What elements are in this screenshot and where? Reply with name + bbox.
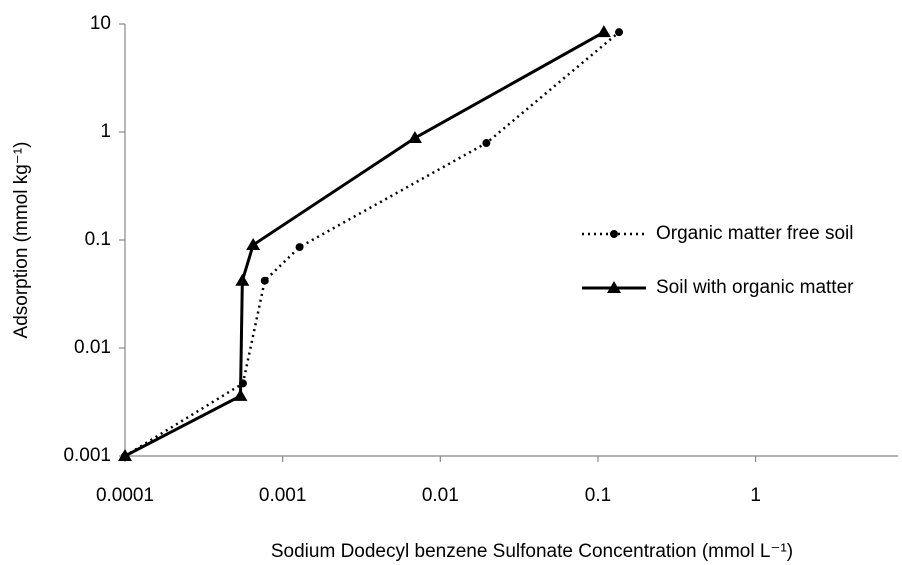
marker: [610, 230, 618, 238]
y-tick-label: 0.1: [85, 229, 111, 250]
marker: [246, 237, 261, 250]
y-tick-label: 1: [100, 121, 111, 142]
x-axis-label: Sodium Dodecyl benzene Sulfonate Concent…: [271, 541, 793, 562]
x-tick-label: 0.1: [585, 485, 611, 506]
legend-label: Soil with organic matter: [656, 277, 854, 298]
y-axis-label: Adsorption (mmol kg⁻¹): [11, 142, 32, 339]
marker: [233, 388, 248, 401]
series-line: [124, 30, 605, 458]
marker: [407, 130, 422, 143]
marker: [482, 139, 491, 148]
marker: [615, 28, 624, 37]
legend-label: Organic matter free soil: [656, 223, 853, 244]
marker: [607, 281, 621, 293]
x-tick-label: 0.01: [422, 485, 459, 506]
x-tick-label: 0.0001: [96, 485, 154, 506]
y-tick-label: 10: [90, 13, 111, 34]
series-line: [124, 31, 620, 458]
marker: [596, 25, 611, 38]
marker: [235, 273, 250, 286]
x-tick-label: 1: [750, 485, 761, 506]
y-tick-label: 0.01: [74, 337, 111, 358]
marker: [260, 276, 269, 285]
x-tick-label: 0.001: [259, 485, 307, 506]
marker: [295, 243, 304, 252]
y-tick-label: 0.001: [63, 445, 111, 466]
marker: [118, 449, 132, 461]
